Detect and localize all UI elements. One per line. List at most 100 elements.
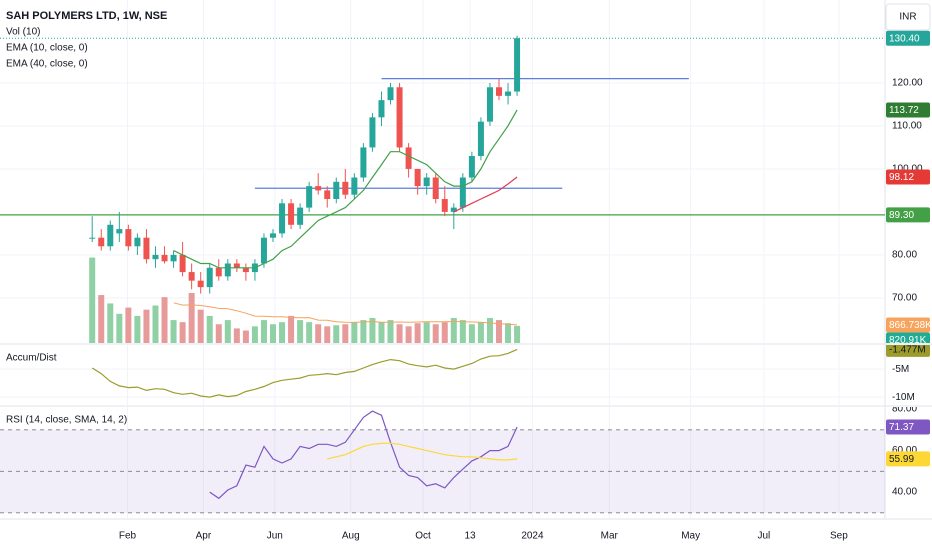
candle-body — [197, 280, 204, 288]
rsi-pane: 80.00 60.00 40.00 71.37 55.99 — [0, 404, 930, 518]
price-badge-label: 820.91K — [889, 335, 927, 346]
volume-bar — [233, 328, 240, 343]
candle-body — [405, 147, 412, 169]
volume-bar — [396, 324, 403, 343]
y-tick-label: -5M — [892, 364, 909, 375]
candle-body — [450, 207, 457, 212]
candle-body — [423, 177, 430, 187]
volume-bar — [98, 295, 105, 343]
candle-body — [459, 177, 466, 208]
candle-body — [170, 254, 177, 262]
volume-bar — [188, 293, 195, 343]
candle-body — [342, 181, 349, 195]
volume-bar — [378, 322, 385, 343]
candle-body — [270, 233, 277, 238]
legend-entry: EMA (10, close, 0) — [6, 43, 88, 54]
volume-bar — [514, 325, 521, 343]
currency[interactable]: INR — [899, 12, 916, 23]
volume-bar — [423, 322, 430, 343]
candle-body — [161, 254, 168, 262]
volume-ma — [173, 302, 518, 326]
ema-line — [453, 176, 518, 213]
volume-bar — [279, 322, 286, 343]
y-tick-label: 110.00 — [892, 121, 922, 132]
candle-body — [315, 186, 322, 191]
y-tick-label: 70.00 — [892, 293, 917, 304]
candle-body — [477, 121, 484, 157]
x-tick-label: May — [681, 531, 700, 542]
price-badge — [886, 102, 930, 118]
volume-bar — [125, 307, 132, 343]
indicator-line — [327, 442, 518, 461]
candle-body — [179, 254, 186, 273]
volume-bar — [270, 324, 277, 343]
candle-body — [306, 186, 313, 208]
candle-body — [279, 203, 286, 234]
volume-bar — [369, 318, 376, 343]
volume-bar — [116, 313, 123, 343]
candle-body — [333, 181, 340, 200]
volume-bar — [387, 320, 394, 343]
price-badge-label: 89.30 — [889, 210, 914, 221]
candle-body — [324, 190, 331, 200]
volume-bar — [441, 322, 448, 343]
volume-bar — [477, 322, 484, 343]
candle-body — [351, 177, 358, 195]
candle-body — [224, 263, 231, 277]
indicator-line — [91, 348, 518, 398]
volume-bar — [107, 303, 114, 343]
price-pane: 70.00 80.00 100.00 110.00 120.00 130.40 113.72… — [0, 0, 932, 346]
y-tick-label: 80.00 — [892, 404, 917, 415]
candle-body — [387, 87, 394, 101]
pane-title: Accum/Dist — [6, 353, 57, 364]
y-tick-label: 100.00 — [892, 164, 923, 175]
candle-body — [414, 168, 421, 187]
legend-entry: EMA (40, close, 0) — [6, 59, 88, 70]
candle-body — [89, 237, 96, 239]
price-badge — [886, 317, 930, 333]
y-tick-label: 80.00 — [892, 250, 917, 261]
volume-bar — [297, 320, 304, 343]
volume-bar — [324, 326, 331, 343]
candle-body — [432, 177, 439, 200]
price-badge — [886, 169, 930, 185]
volume-bar — [152, 305, 159, 343]
candle-body — [215, 267, 222, 277]
x-tick-label: Sep — [830, 531, 848, 542]
candle-body — [98, 237, 105, 247]
volume-bar — [197, 309, 204, 343]
volume-bar — [260, 320, 267, 343]
volume-bar — [179, 322, 186, 343]
price-badge — [886, 30, 930, 46]
y-tick-label: 40.00 — [892, 487, 917, 498]
currency-button[interactable] — [885, 3, 931, 31]
candle-body — [396, 87, 403, 148]
candle-body — [360, 147, 367, 178]
price-badge-label: 113.72 — [889, 105, 919, 116]
volume-bar — [161, 297, 168, 343]
price-badge-label: 130.40 — [889, 33, 920, 44]
y-tick-label: 120.00 — [892, 78, 923, 89]
candle-body — [486, 87, 493, 122]
legend-entry: Vol (10) — [6, 27, 40, 38]
volume-bar — [242, 330, 249, 343]
ad-pane: -5M -10M -1.477M — [0, 345, 930, 405]
x-tick-label: 13 — [465, 531, 477, 542]
volume-bar — [170, 320, 177, 343]
volume-bar — [215, 324, 222, 343]
candle-body — [288, 203, 295, 225]
price-badge — [886, 419, 930, 435]
candle-body — [260, 237, 267, 264]
price-badge-label: 866.738K — [889, 320, 932, 331]
candle-body — [441, 199, 448, 212]
x-tick-label: Jul — [757, 531, 770, 542]
volume-bar — [288, 315, 295, 343]
volume-bar — [432, 324, 439, 343]
x-tick-label: Oct — [415, 531, 431, 542]
volume-bar — [224, 320, 231, 343]
candle-body — [206, 267, 213, 288]
volume-bar — [143, 309, 150, 343]
volume-bar — [495, 320, 502, 343]
candle-body — [143, 237, 150, 260]
